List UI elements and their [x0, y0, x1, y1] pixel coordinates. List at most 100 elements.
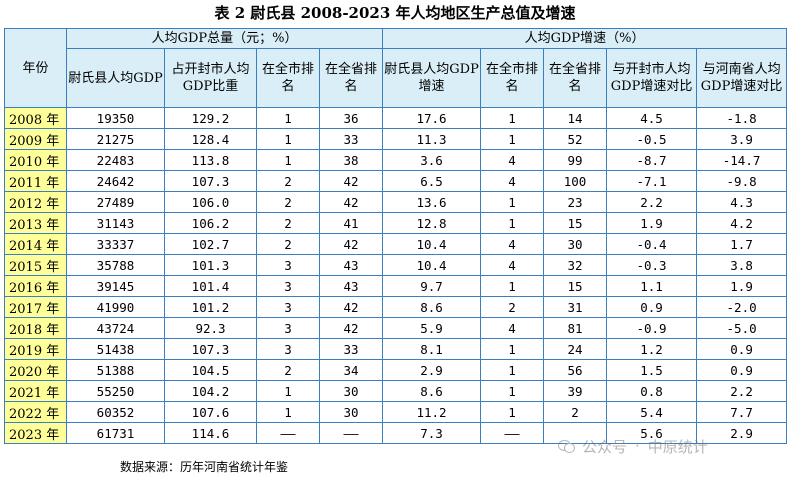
- province-rank-cell: 33: [318, 338, 384, 360]
- table-row: 2008 年 19350 129.2 1 36 17.6 1 14 4.5 -1.8: [4, 107, 788, 129]
- city-rank-cell: 1: [256, 401, 320, 423]
- county-growth-cell: 11.3: [382, 128, 482, 150]
- vs-province-growth-cell: 0.9: [696, 338, 788, 360]
- growth-province-rank-cell: 56: [543, 359, 608, 381]
- share-of-city-cell: 107.3: [164, 170, 257, 192]
- county-gdp-cell: 55250: [66, 380, 165, 402]
- year-cell: 2012 年: [4, 191, 67, 213]
- year-cell: 2023 年: [4, 422, 67, 444]
- vs-province-growth-cell: 2.2: [696, 380, 788, 402]
- header-growth-city-rank: 在全市排名: [480, 48, 545, 108]
- province-rank-cell: 42: [318, 296, 384, 318]
- table-row: 2014 年 33337 102.7 2 42 10.4 4 30 -0.4 1.7: [4, 233, 788, 255]
- table-row: 2010 年 22483 113.8 1 38 3.6 4 99 -8.7 -14.7: [4, 149, 788, 171]
- county-gdp-cell: 60352: [66, 401, 165, 423]
- city-rank-cell: 3: [256, 254, 320, 276]
- year-cell: 2008 年: [4, 107, 67, 129]
- vs-city-growth-cell: 4.5: [606, 107, 698, 129]
- county-growth-cell: 17.6: [382, 107, 482, 129]
- share-of-city-cell: 128.4: [164, 128, 257, 150]
- city-rank-cell: 1: [256, 107, 320, 129]
- year-cell: 2018 年: [4, 317, 67, 339]
- province-rank-cell: ——: [318, 422, 384, 444]
- vs-city-growth-cell: 5.4: [606, 401, 698, 423]
- county-gdp-cell: 21275: [66, 128, 165, 150]
- table-row: 2019 年 51438 107.3 3 33 8.1 1 24 1.2 0.9: [4, 338, 788, 360]
- city-rank-cell: 1: [256, 128, 320, 150]
- growth-city-rank-cell: 4: [480, 254, 545, 276]
- share-of-city-cell: 129.2: [164, 107, 257, 129]
- year-cell: 2016 年: [4, 275, 67, 297]
- share-of-city-cell: 101.2: [164, 296, 257, 318]
- share-of-city-cell: 102.7: [164, 233, 257, 255]
- city-rank-cell: 2: [256, 212, 320, 234]
- province-rank-cell: 36: [318, 107, 384, 129]
- table-title: 表 2 尉氏县 2008-2023 年人均地区生产总值及增速: [214, 4, 576, 22]
- county-gdp-cell: 24642: [66, 170, 165, 192]
- vs-province-growth-cell: -1.8: [696, 107, 788, 129]
- share-of-city-cell: 101.3: [164, 254, 257, 276]
- province-rank-cell: 43: [318, 275, 384, 297]
- province-rank-cell: 43: [318, 254, 384, 276]
- city-rank-cell: 3: [256, 296, 320, 318]
- growth-city-rank-cell: 2: [480, 296, 545, 318]
- county-gdp-cell: 31143: [66, 212, 165, 234]
- table-row: 2022 年 60352 107.6 1 30 11.2 1 2 5.4 7.7: [4, 401, 788, 423]
- vs-city-growth-cell: -8.7: [606, 149, 698, 171]
- vs-city-growth-cell: -0.4: [606, 233, 698, 255]
- vs-city-growth-cell: -0.9: [606, 317, 698, 339]
- year-cell: 2017 年: [4, 296, 67, 318]
- county-growth-cell: 12.8: [382, 212, 482, 234]
- header-sub-row: 尉氏县人均GDP 占开封市人均GDP比重 在全市排名 在全省排名 尉氏县人均GD…: [5, 48, 788, 108]
- table-row: 2015 年 35788 101.3 3 43 10.4 4 32 -0.3 3.8: [4, 254, 788, 276]
- vs-province-growth-cell: -5.0: [696, 317, 788, 339]
- vs-province-growth-cell: 4.2: [696, 212, 788, 234]
- growth-province-rank-cell: 31: [543, 296, 608, 318]
- growth-province-rank-cell: 32: [543, 254, 608, 276]
- year-cell: 2020 年: [4, 359, 67, 381]
- growth-province-rank-cell: 23: [543, 191, 608, 213]
- vs-city-growth-cell: 0.8: [606, 380, 698, 402]
- header-gdp-total-group: 人均GDP总量（元；%）: [65, 28, 384, 49]
- city-rank-cell: 2: [256, 170, 320, 192]
- county-growth-cell: 2.9: [382, 359, 482, 381]
- vs-city-growth-cell: 5.6: [606, 422, 698, 444]
- county-gdp-cell: 51438: [66, 338, 165, 360]
- county-gdp-cell: 43724: [66, 317, 165, 339]
- county-growth-cell: 6.5: [382, 170, 482, 192]
- growth-province-rank-cell: 15: [543, 275, 608, 297]
- growth-city-rank-cell: 1: [480, 275, 545, 297]
- year-cell: 2014 年: [4, 233, 67, 255]
- year-cell: 2019 年: [4, 338, 67, 360]
- vs-province-growth-cell: 7.7: [696, 401, 788, 423]
- growth-province-rank-cell: [543, 422, 608, 444]
- growth-city-rank-cell: 4: [480, 170, 545, 192]
- share-of-city-cell: 107.6: [164, 401, 257, 423]
- growth-city-rank-cell: ——: [480, 422, 545, 444]
- share-of-city-cell: 106.0: [164, 191, 257, 213]
- vs-city-growth-cell: -7.1: [606, 170, 698, 192]
- year-cell: 2013 年: [4, 212, 67, 234]
- table-row: 2023 年 61731 114.6 —— —— 7.3 —— 5.6 2.9: [4, 422, 788, 444]
- city-rank-cell: 2: [256, 233, 320, 255]
- vs-province-growth-cell: 2.9: [696, 422, 788, 444]
- vs-province-growth-cell: -14.7: [696, 149, 788, 171]
- county-growth-cell: 10.4: [382, 254, 482, 276]
- city-rank-cell: 3: [256, 317, 320, 339]
- table-row: 2013 年 31143 106.2 2 41 12.8 1 15 1.9 4.2: [4, 212, 788, 234]
- county-growth-cell: 7.3: [382, 422, 482, 444]
- header-vs-city-growth: 与开封市人均GDP增速对比: [606, 48, 698, 108]
- year-cell: 2021 年: [4, 380, 67, 402]
- county-growth-cell: 8.6: [382, 296, 482, 318]
- growth-province-rank-cell: 2: [543, 401, 608, 423]
- city-rank-cell: 1: [256, 149, 320, 171]
- growth-city-rank-cell: 1: [480, 107, 545, 129]
- share-of-city-cell: 104.2: [164, 380, 257, 402]
- city-rank-cell: 3: [256, 275, 320, 297]
- growth-province-rank-cell: 15: [543, 212, 608, 234]
- vs-city-growth-cell: 1.1: [606, 275, 698, 297]
- growth-province-rank-cell: 100: [543, 170, 608, 192]
- share-of-city-cell: 101.4: [164, 275, 257, 297]
- province-rank-cell: 42: [318, 317, 384, 339]
- growth-province-rank-cell: 39: [543, 380, 608, 402]
